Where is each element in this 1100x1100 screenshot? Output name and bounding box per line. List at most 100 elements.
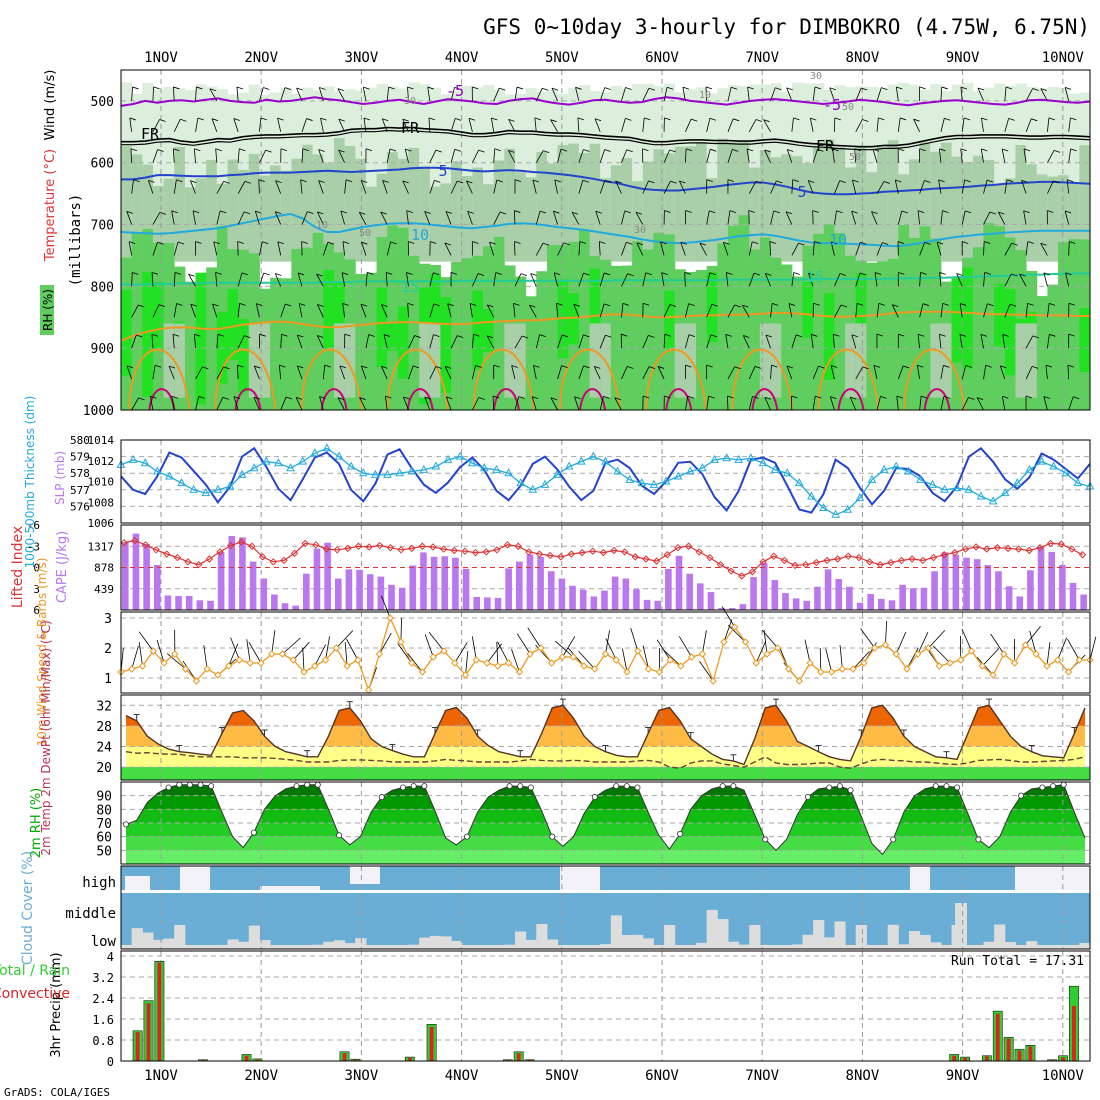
wind-barb	[492, 395, 495, 411]
rh-light-cell	[600, 92, 612, 225]
rh-mid-cell	[333, 138, 346, 262]
cape-bar	[835, 579, 843, 610]
wind-barb-flag	[963, 117, 971, 121]
wind-barb	[1025, 303, 1028, 318]
li-marker	[163, 550, 171, 558]
wind-barb-flag	[872, 148, 880, 152]
wind-barb-flag	[233, 396, 241, 399]
rh-light-cell	[1036, 88, 1048, 225]
bottom-day-label: 10NOV	[1042, 1068, 1085, 1084]
wind-barb-flag	[239, 148, 246, 152]
li-marker	[780, 556, 789, 565]
low-cloud-cell	[302, 945, 314, 949]
wind-barb-flag	[574, 396, 581, 400]
wind-barb	[553, 272, 558, 287]
rh-mid-cell	[461, 175, 473, 262]
wind-barb-flag	[1021, 179, 1028, 183]
li-marker	[642, 555, 650, 563]
wind-barb-flag	[542, 87, 549, 91]
contour-label: 10	[829, 231, 847, 249]
rh-marker	[719, 783, 726, 790]
wind-barb	[897, 117, 901, 132]
wind-marker	[892, 650, 900, 658]
wind-barb-flag	[478, 397, 485, 400]
wind-barb	[193, 334, 196, 349]
low-cloud-cell	[908, 931, 921, 949]
rh-marker	[506, 783, 513, 790]
cape-bar	[356, 569, 363, 610]
wind-barb	[599, 149, 605, 163]
thickness-marker	[1025, 464, 1034, 473]
wind-barb-flag	[342, 241, 350, 244]
low-cloud-cell	[983, 941, 995, 949]
low-cloud-cell	[1036, 945, 1048, 949]
wind-barb-flag	[839, 273, 847, 276]
li-marker	[695, 548, 703, 556]
rh-gap-cell	[1026, 323, 1038, 398]
wind-barb	[642, 272, 647, 287]
wind-barb-flag	[518, 396, 525, 399]
wind-barb	[535, 242, 544, 256]
rh-2m-frame	[120, 781, 1091, 865]
wind-marker	[1021, 641, 1030, 649]
wind-barb-flag	[876, 333, 883, 337]
wind-marker	[698, 650, 707, 658]
wind-barb	[301, 211, 308, 225]
wind-barb	[621, 366, 628, 380]
wind-barb-flag	[850, 396, 857, 400]
wind-barb-flag	[764, 396, 771, 400]
thickness-marker	[722, 453, 731, 462]
wind-barb	[550, 397, 558, 411]
wind-barb-flag	[851, 334, 858, 338]
wind-barb	[471, 636, 477, 661]
li-marker	[833, 555, 842, 563]
wind-barb-flag	[976, 397, 984, 400]
cape-bar	[846, 586, 853, 610]
wind-barb	[660, 241, 665, 256]
wind-barb-flag	[427, 86, 434, 90]
low-cloud-cell	[514, 931, 527, 949]
wind-marker	[472, 656, 481, 664]
contour-label: FR	[401, 119, 420, 137]
wind-barb-flag	[300, 179, 307, 183]
wind-barb-flag	[284, 87, 292, 90]
low-cloud-cell	[664, 925, 676, 949]
rh-dark-cell	[1047, 284, 1059, 410]
low-cloud-cell	[1026, 941, 1038, 949]
wind-barb-flag	[171, 210, 178, 214]
wind-barb-flag	[1049, 333, 1056, 337]
wind-barb-flag	[860, 241, 867, 245]
low-cloud-cell	[323, 941, 335, 949]
wind-barb-flag	[236, 86, 244, 90]
rh-light-cell	[621, 88, 633, 225]
rh-bright-cell	[802, 281, 814, 338]
wind-barb-flag	[661, 272, 668, 275]
rh-gap-cell	[259, 323, 271, 398]
wind-barb-flag	[1025, 395, 1033, 399]
wind-barb	[770, 303, 773, 318]
cloud-clear-cell	[910, 866, 930, 893]
wind-barb	[513, 210, 516, 225]
wind-barb-flag	[180, 118, 187, 122]
low-cloud-cell	[121, 945, 133, 949]
temp-tick-label: 20	[96, 761, 112, 776]
rh-light-cell	[802, 83, 814, 225]
wind-barb-flag	[913, 118, 920, 122]
wind-barb-flag	[176, 303, 183, 306]
wind-barb	[1046, 642, 1051, 667]
wind-barb	[894, 179, 899, 194]
wind-barb-flag	[253, 396, 261, 400]
thickness-marker	[819, 503, 828, 512]
wind-barb	[748, 273, 755, 287]
wind-barb-flag	[499, 211, 507, 215]
cape-bar	[760, 563, 768, 610]
wind-barb	[472, 149, 479, 163]
wind-barb	[318, 180, 324, 194]
wind-barb-flag	[265, 149, 272, 153]
thickness-marker	[504, 468, 513, 477]
wind-barb-flag	[403, 396, 410, 400]
low-cloud-cell	[344, 943, 356, 949]
wind-barb	[147, 180, 154, 194]
wind-barb	[472, 365, 476, 380]
precip-tick-label: 0	[107, 1055, 114, 1069]
